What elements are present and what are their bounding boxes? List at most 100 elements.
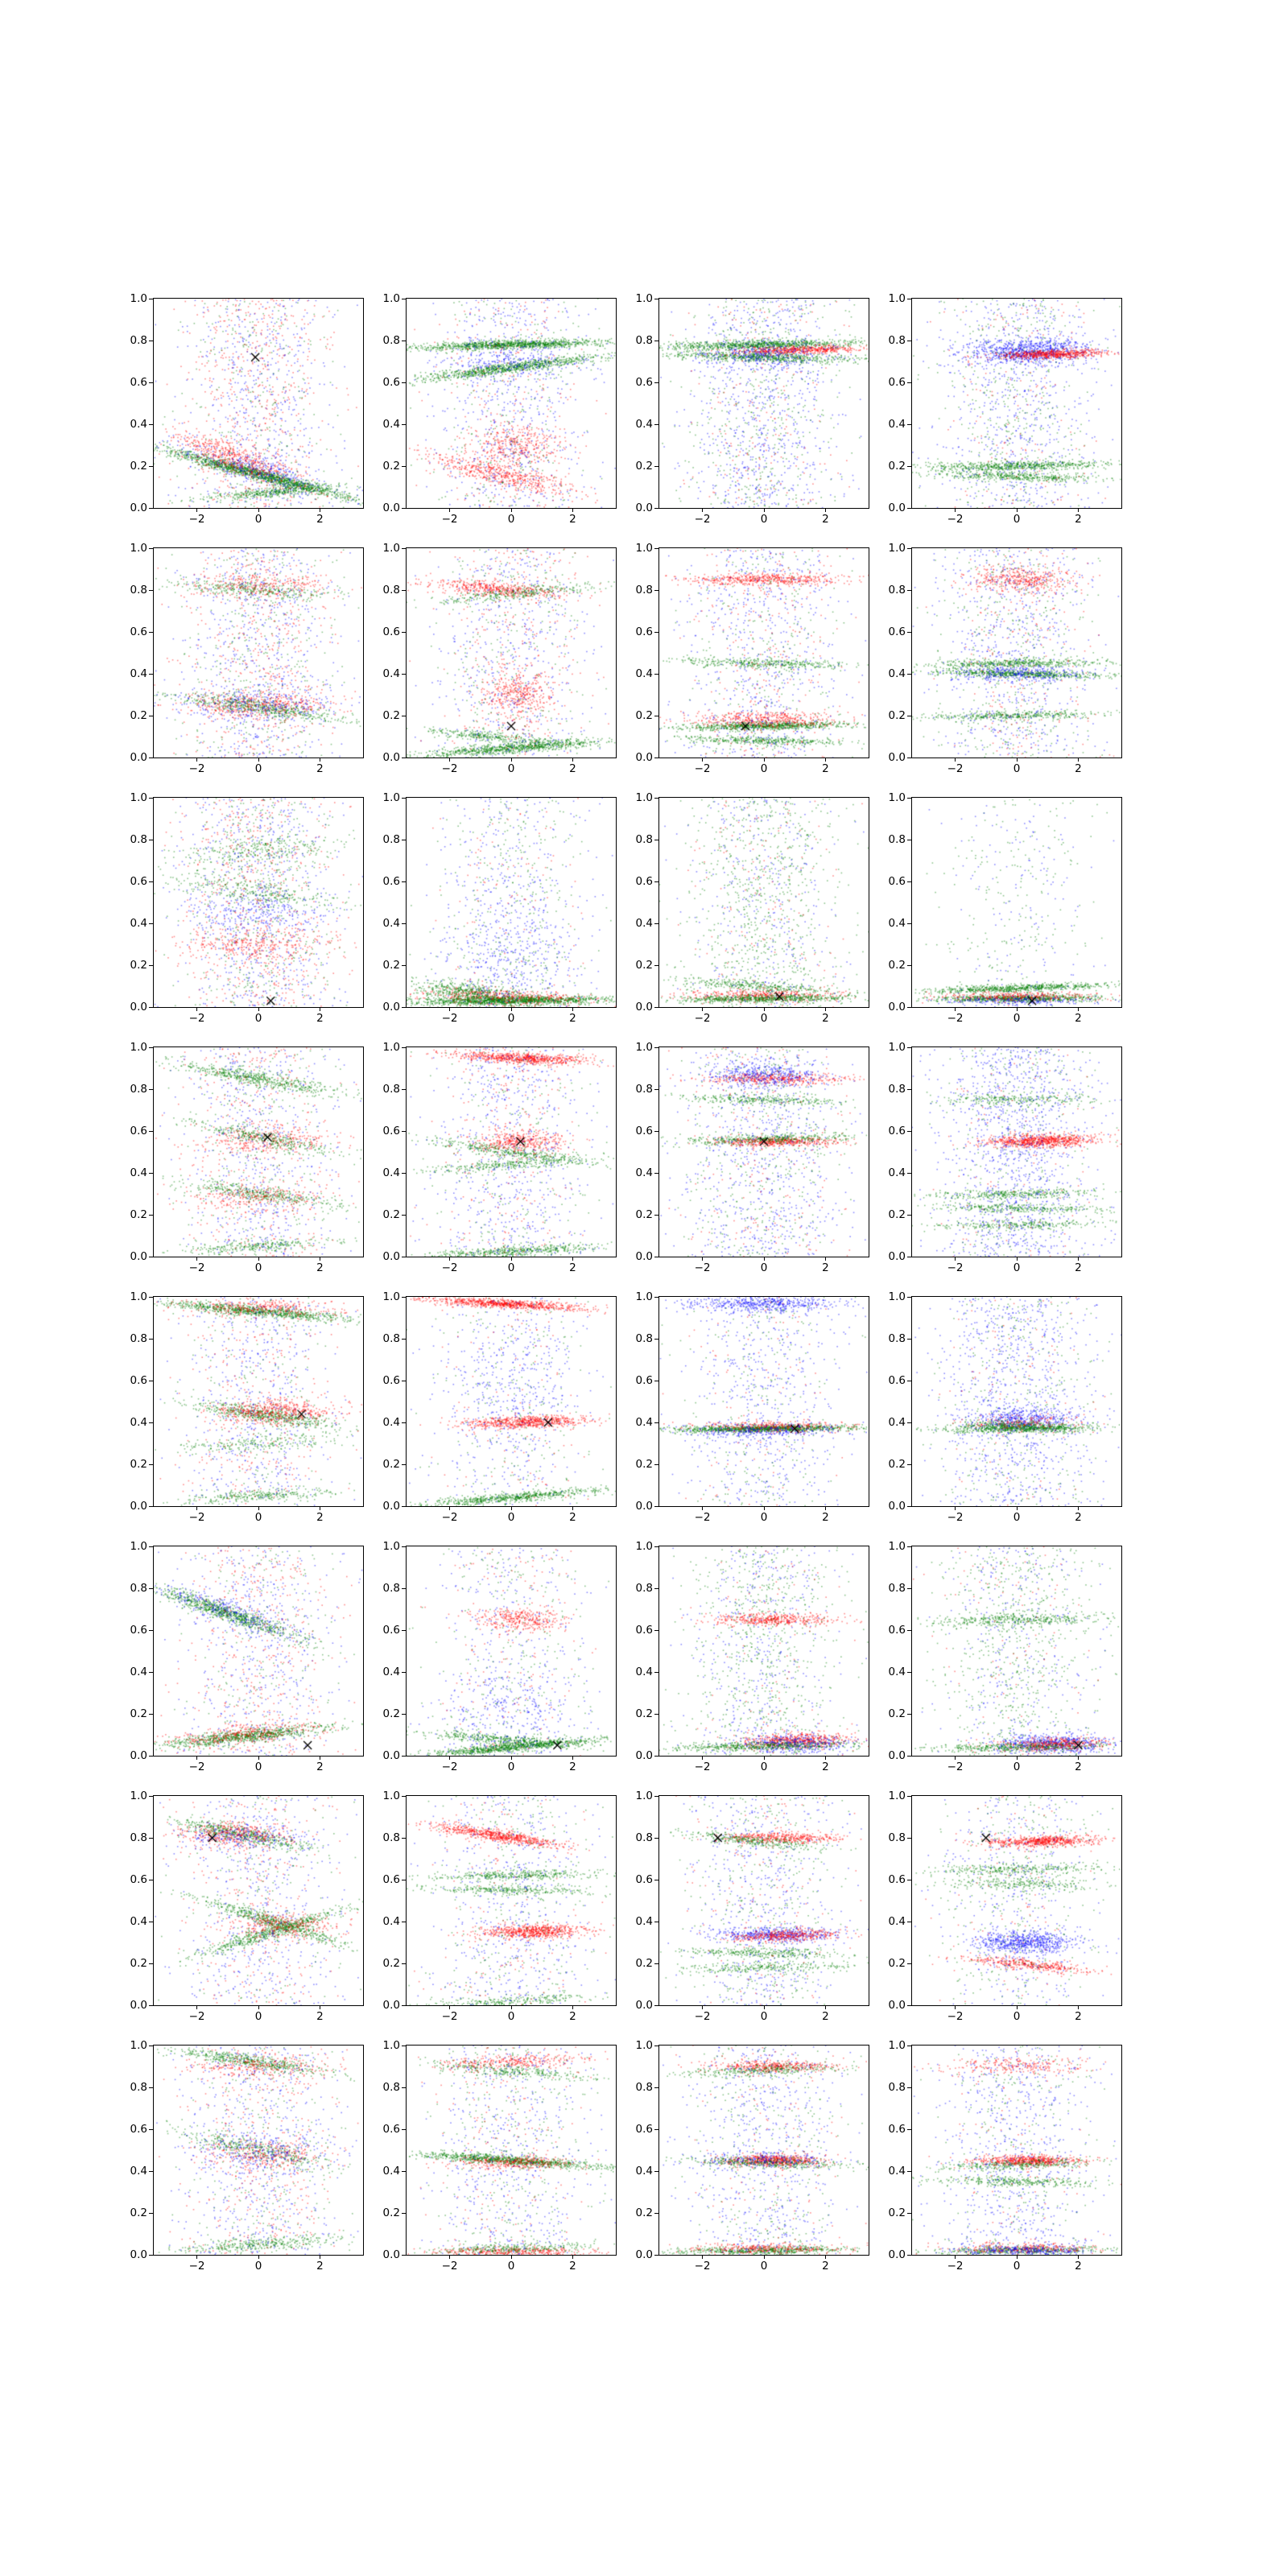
x-tick-mark <box>196 1756 198 1760</box>
y-tick-label: 0.0 <box>635 502 653 514</box>
axes-r5c2: 0.0 0.2 0.4 0.6 0.8 1.0 −2 0 2 <box>383 1290 617 1524</box>
x-tick-mark <box>763 1506 765 1510</box>
plot-canvas-r3c4 <box>912 798 1121 1007</box>
x-tick-label: −2 <box>694 1012 711 1025</box>
subplot-r1c1: 0.0 0.2 0.4 0.6 0.8 1.0 −2 0 2 <box>130 292 364 539</box>
y-tick-label: 0.6 <box>888 875 906 888</box>
subplot-r6c4: 0.0 0.2 0.4 0.6 0.8 1.0 −2 0 2 <box>889 1540 1122 1787</box>
y-tick-label: 0.2 <box>382 1458 400 1471</box>
y-tick-mark <box>402 1088 406 1090</box>
plot-canvas-r6c2 <box>407 1546 616 1756</box>
x-tick-mark <box>955 1506 956 1510</box>
x-tick-label: 2 <box>822 2260 829 2273</box>
y-tick-mark <box>149 1671 153 1673</box>
y-tick-mark <box>654 2254 658 2256</box>
y-tick-label: 0.8 <box>635 584 653 597</box>
y-tick-mark <box>907 1587 911 1589</box>
y-tick-label: 0.6 <box>382 625 400 638</box>
y-tick-label: 0.0 <box>635 2248 653 2261</box>
y-tick-label: 0.2 <box>635 1458 653 1471</box>
y-tick-mark <box>654 1130 658 1132</box>
y-tick-label: 0.8 <box>382 833 400 846</box>
x-tick-label: 0 <box>1013 1511 1021 1524</box>
x-tick-label: 2 <box>1075 762 1082 775</box>
y-tick-mark <box>402 1629 406 1631</box>
y-tick-label: 0.4 <box>382 418 400 431</box>
y-tick-label: 0.2 <box>888 2207 906 2219</box>
x-tick-label: −2 <box>441 1511 458 1524</box>
subplot-r4c2: 0.0 0.2 0.4 0.6 0.8 1.0 −2 0 2 <box>383 1041 617 1288</box>
y-tick-mark <box>654 1046 658 1048</box>
x-tick-label: −2 <box>188 513 205 526</box>
y-tick-label: 0.2 <box>888 460 906 473</box>
x-tick-label: −2 <box>947 2260 964 2273</box>
x-tick-label: −2 <box>694 513 711 526</box>
axes-r2c2: 0.0 0.2 0.4 0.6 0.8 1.0 −2 0 2 <box>383 542 617 775</box>
x-tick-mark <box>449 1756 451 1760</box>
y-tick-mark <box>907 507 911 509</box>
subplot-r8c1: 0.0 0.2 0.4 0.6 0.8 1.0 −2 0 2 <box>130 2039 364 2286</box>
y-tick-label: 0.6 <box>130 1624 147 1637</box>
x-tick-label: 2 <box>569 513 576 526</box>
y-tick-label: 0.4 <box>382 917 400 930</box>
y-tick-label: 0.4 <box>888 1915 906 1928</box>
plot-canvas-r2c3 <box>659 548 869 758</box>
y-tick-mark <box>149 964 153 966</box>
x-tick-label: 2 <box>316 1012 324 1025</box>
y-tick-label: 0.4 <box>130 1666 147 1678</box>
plot-canvas-r3c2 <box>407 798 616 1007</box>
y-tick-mark <box>654 923 658 924</box>
y-tick-mark <box>149 1338 153 1340</box>
x-tick-label: 0 <box>760 1511 768 1524</box>
y-tick-mark <box>654 1629 658 1631</box>
y-tick-mark <box>402 1422 406 1423</box>
y-tick-label: 1.0 <box>382 2039 400 2052</box>
y-tick-label: 0.8 <box>888 833 906 846</box>
x-tick-mark <box>449 758 451 762</box>
y-tick-mark <box>654 382 658 383</box>
x-tick-label: 0 <box>254 2260 262 2273</box>
x-tick-label: 2 <box>822 1761 829 1773</box>
axes-r2c4: 0.0 0.2 0.4 0.6 0.8 1.0 −2 0 2 <box>889 542 1122 775</box>
y-tick-mark <box>907 1795 911 1797</box>
axes-r3c4: 0.0 0.2 0.4 0.6 0.8 1.0 −2 0 2 <box>889 791 1122 1025</box>
y-tick-label: 0.6 <box>635 1125 653 1137</box>
x-tick-label: 0 <box>760 1761 768 1773</box>
y-tick-mark <box>654 881 658 882</box>
axes-r7c4: 0.0 0.2 0.4 0.6 0.8 1.0 −2 0 2 <box>889 1790 1122 2023</box>
subplot-r7c4: 0.0 0.2 0.4 0.6 0.8 1.0 −2 0 2 <box>889 1790 1122 2037</box>
y-tick-mark <box>654 1587 658 1589</box>
y-tick-mark <box>907 1837 911 1839</box>
x-tick-mark <box>510 2005 512 2009</box>
y-tick-label: 0.0 <box>635 1749 653 1762</box>
x-tick-label: −2 <box>947 1012 964 1025</box>
y-tick-label: 0.4 <box>635 1666 653 1678</box>
plot-canvas-r1c2 <box>407 299 616 508</box>
y-tick-label: 0.2 <box>382 1707 400 1720</box>
y-tick-label: 0.2 <box>888 709 906 722</box>
x-tick-mark <box>258 1506 259 1510</box>
y-tick-label: 1.0 <box>888 1540 906 1553</box>
y-tick-label: 0.4 <box>130 1416 147 1429</box>
axes-r6c1: 0.0 0.2 0.4 0.6 0.8 1.0 −2 0 2 <box>130 1540 364 1773</box>
x-tick-mark <box>1016 1506 1018 1510</box>
y-tick-mark <box>654 1088 658 1090</box>
y-tick-label: 0.4 <box>888 917 906 930</box>
subplot-r3c4: 0.0 0.2 0.4 0.6 0.8 1.0 −2 0 2 <box>889 791 1122 1038</box>
x-tick-label: −2 <box>694 1511 711 1524</box>
x-tick-mark <box>702 1756 704 1760</box>
y-tick-mark <box>907 547 911 549</box>
y-tick-label: 0.8 <box>130 1083 147 1096</box>
x-tick-label: 0 <box>1013 1261 1021 1274</box>
x-tick-label: 2 <box>1075 2010 1082 2023</box>
y-tick-label: 0.6 <box>382 1873 400 1886</box>
x-tick-label: 0 <box>507 513 515 526</box>
x-tick-label: 2 <box>569 2010 576 2023</box>
y-tick-mark <box>149 507 153 509</box>
y-tick-label: 0.6 <box>130 625 147 638</box>
subplot-r3c3: 0.0 0.2 0.4 0.6 0.8 1.0 −2 0 2 <box>636 791 869 1038</box>
x-tick-label: −2 <box>188 2260 205 2273</box>
y-tick-mark <box>654 1795 658 1797</box>
y-tick-mark <box>907 964 911 966</box>
